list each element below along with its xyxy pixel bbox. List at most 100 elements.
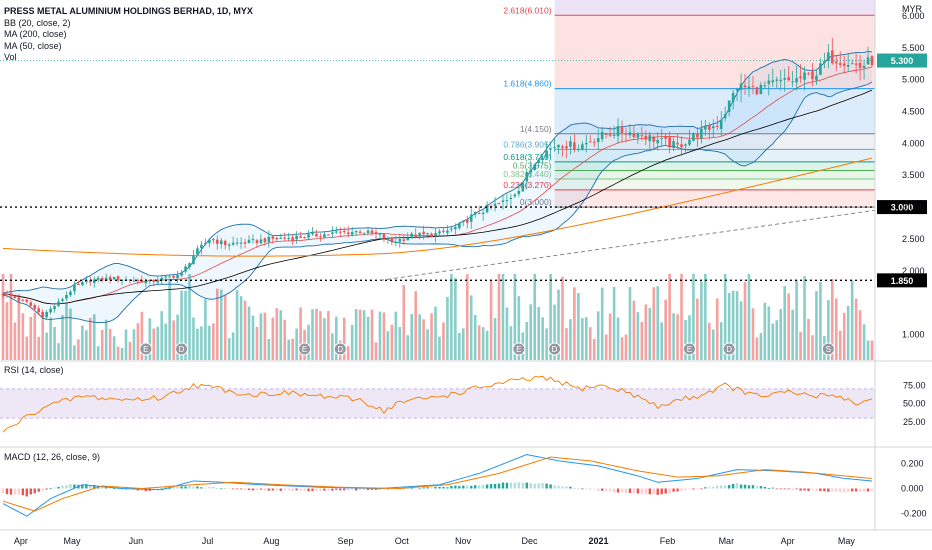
volume-bar: [795, 280, 798, 360]
macd-hist-bar: [692, 488, 695, 490]
candle-body: [88, 280, 92, 283]
legend-bb[interactable]: BB (20, close, 2): [4, 17, 71, 28]
candle-body: [565, 146, 568, 149]
volume-bar: [136, 323, 140, 360]
volume-bar: [497, 273, 501, 360]
candle-body: [624, 133, 628, 135]
candle: [866, 46, 870, 65]
volume-bar: [386, 331, 390, 360]
candle-body: [350, 232, 354, 235]
candle: [525, 168, 529, 189]
macd-hist-bar: [493, 483, 497, 489]
candle: [696, 127, 699, 148]
volume-bar: [715, 298, 719, 360]
candle: [77, 280, 80, 286]
candle-body: [644, 135, 648, 140]
legend-ma50[interactable]: MA (50, close): [4, 40, 62, 51]
macd-hist-bar: [172, 486, 175, 489]
bb-lower: [2, 81, 873, 324]
macd-hist-bar: [327, 488, 330, 491]
candle-body: [497, 202, 501, 204]
macd-hist-bar: [656, 488, 659, 495]
x-tick-label: Apr: [781, 536, 795, 546]
candle: [850, 59, 854, 65]
volume-bar: [573, 287, 576, 360]
x-tick-label: Feb: [660, 536, 676, 546]
volume-bar: [120, 348, 124, 360]
event-marker-label: E: [302, 345, 307, 354]
candle-body: [307, 234, 310, 238]
candle-body: [172, 275, 175, 278]
candle-body: [763, 85, 767, 87]
candle: [17, 294, 21, 303]
volume-bar: [656, 286, 660, 360]
legend-ma200[interactable]: MA (200, close): [4, 29, 67, 39]
candle-body: [176, 275, 179, 279]
macd-label[interactable]: MACD (12, 26, close, 9): [4, 452, 101, 462]
candle: [25, 297, 29, 304]
volume-bar: [331, 333, 334, 360]
volume-bar: [692, 273, 695, 360]
candle: [69, 289, 72, 298]
candle-body: [743, 85, 747, 88]
volume-bar: [450, 273, 453, 360]
macd-hist-bar: [549, 484, 552, 489]
candle: [29, 300, 33, 309]
macd-hist-bar: [723, 485, 727, 489]
candle: [727, 100, 731, 117]
macd-hist-bar: [831, 488, 834, 492]
candle-body: [783, 78, 787, 80]
candle: [112, 276, 116, 280]
volume-bar: [116, 346, 120, 360]
volume-bar: [811, 335, 814, 360]
rsi-label[interactable]: RSI (14, close): [4, 365, 64, 375]
volume-bar: [628, 287, 632, 360]
volume-bar: [640, 322, 644, 360]
event-marker-label: E: [687, 345, 692, 354]
fib-label: 2.618(6.010): [503, 5, 551, 15]
bb-fill: [3, 51, 872, 323]
candle-body: [481, 212, 485, 215]
candle-body: [219, 240, 223, 245]
candle-body: [533, 164, 537, 170]
volume-bar: [85, 330, 88, 360]
macd-hist-bar: [680, 488, 683, 491]
candle-body: [414, 234, 417, 238]
volume-bar: [668, 273, 671, 360]
candle-body: [454, 227, 457, 230]
volume-bar: [819, 281, 822, 360]
volume-bar: [259, 313, 263, 360]
candle: [700, 120, 703, 144]
legend-vol[interactable]: Vol: [4, 52, 17, 62]
volume-bar: [382, 312, 386, 360]
candle: [684, 143, 687, 154]
candle: [291, 233, 294, 246]
candle-body: [335, 231, 338, 233]
candle-body: [458, 223, 461, 228]
volume-bar: [414, 291, 417, 360]
volume-bar: [632, 300, 636, 360]
macd-hist-bar: [335, 488, 338, 490]
macd-hist-bar: [593, 488, 596, 490]
rsi-tick-label: 50.00: [903, 399, 926, 409]
candle-body: [434, 233, 437, 237]
price-tick-label: 5.000: [902, 75, 925, 85]
macd-hist-bar: [93, 485, 96, 489]
candle: [168, 275, 171, 278]
candle-body: [370, 230, 374, 234]
volume-bar: [267, 338, 271, 360]
candle-body: [485, 205, 489, 213]
rsi-pane: 75.00 50.00 25.00: [0, 375, 926, 433]
volume-bar: [335, 316, 338, 360]
volume-bar: [513, 273, 517, 360]
fib-zone: [554, 149, 875, 162]
macd-hist-bar: [597, 488, 600, 491]
macd-hist-bar: [600, 488, 604, 491]
volume-bar: [743, 282, 747, 360]
candle-body: [545, 150, 548, 158]
volume-bar: [616, 317, 620, 360]
price-tick-label: 2.500: [902, 234, 925, 244]
candle-body: [291, 237, 294, 241]
candle: [303, 236, 306, 239]
